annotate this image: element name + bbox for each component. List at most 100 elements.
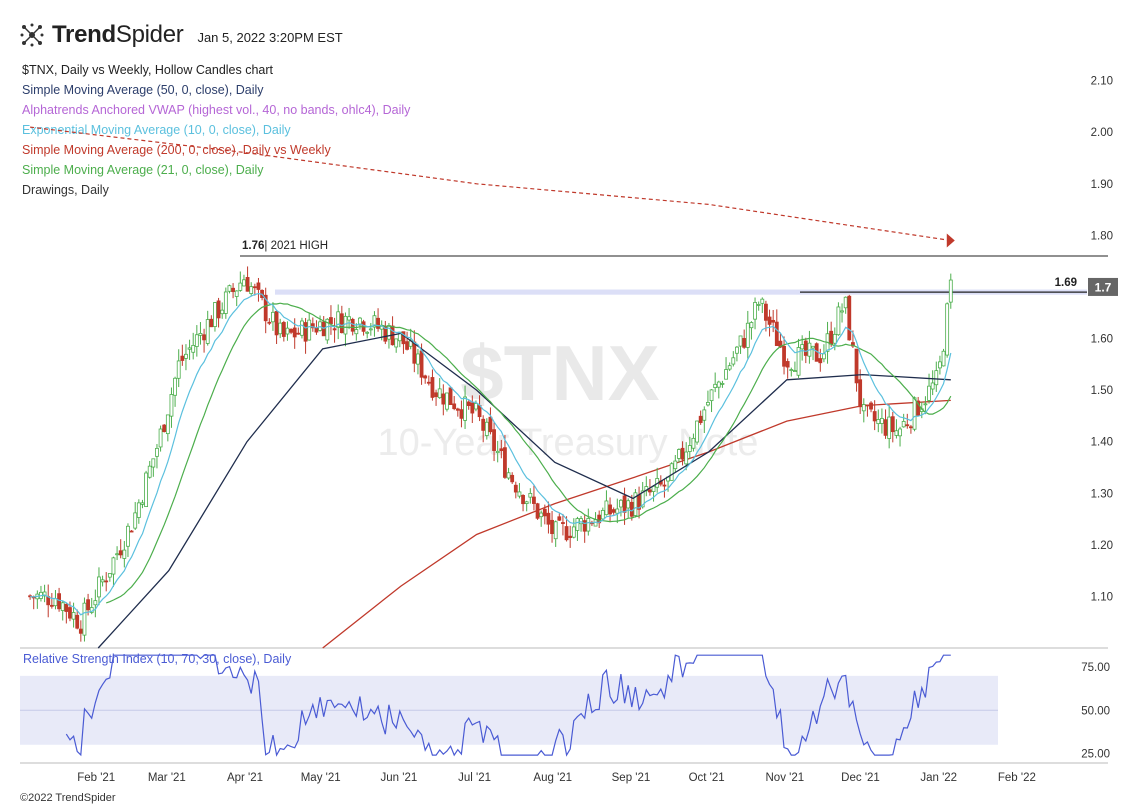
candle-body [854,348,859,384]
candle-body [916,400,921,416]
candle-body [176,360,181,379]
candle-body [394,338,399,348]
candle-body [836,306,841,336]
candle-body [419,350,424,378]
candle-body [245,277,250,292]
candle-body [923,403,928,406]
legend-item[interactable]: Drawings, Daily [22,183,109,197]
candle-body [716,381,721,388]
candle-body [619,499,623,508]
x-tick-label: Feb '22 [998,772,1036,784]
candle-body [782,345,786,367]
candle-body [49,604,54,607]
candle-body [354,329,359,335]
brand-name-bold: Trend [52,21,116,48]
candle-body [307,319,312,341]
candle-body [513,484,518,493]
candle-body [325,318,330,341]
brand-name-rest: Spider [115,21,184,48]
candle-body [300,320,304,336]
candle-body [829,330,834,345]
candle-body [445,392,449,410]
candle-body [724,369,728,380]
candle-body [140,502,145,505]
candle-body [822,353,826,360]
candle-body [332,328,337,331]
x-tick-label: Feb '21 [77,772,115,784]
candle-body [934,370,939,386]
candle-body [372,315,377,328]
candle-body [205,319,210,344]
legend-item[interactable]: Simple Moving Average (21, 0, close), Da… [22,163,264,177]
candle-body [851,342,855,347]
candle-body [271,311,275,323]
candle-body [880,418,884,424]
candle-body [107,573,112,578]
candle-body [78,628,83,634]
candle-body [945,303,950,356]
candle-body [745,322,750,348]
candle-body [151,458,156,468]
candle-body [155,447,159,457]
candle-body [735,346,739,354]
candle-body [133,512,138,529]
candle-body [97,576,101,598]
candle-body [861,404,866,412]
y-tick-label: 1.60 [1091,334,1113,346]
candle-body [93,600,98,606]
candle-body [883,419,888,436]
candle-body [281,322,286,337]
y-tick-label: 1.50 [1091,385,1113,397]
price-badge [1088,277,1118,296]
candle-body [521,495,525,505]
candle-body [463,396,467,421]
candle-body [604,500,609,516]
candle-body [528,493,533,498]
candle-body [292,327,297,338]
candle-body [865,404,870,407]
candle-body [905,424,910,427]
candle-body [539,512,544,518]
sma21-line [106,302,952,604]
candle-body [709,389,714,402]
legend-item[interactable]: $TNX, Daily vs Weekly, Hollow Candles ch… [22,63,274,77]
candle-body [71,612,76,620]
candle-body [202,334,206,341]
candle-body [68,607,72,619]
candle-body [158,428,163,448]
y-tick-label: 1.20 [1091,540,1113,552]
candle-body [470,402,475,414]
candle-body [64,603,69,612]
candle-body [742,338,747,348]
candle-body [695,420,699,443]
rsi-tick-label: 50.00 [1081,705,1110,717]
candle-body [365,331,370,334]
candle-body [495,450,500,454]
candle-body [242,279,246,287]
candle-body [796,347,801,376]
candles-group [28,266,953,642]
candle-body [872,411,877,422]
candle-body [720,382,725,385]
candle-body [633,492,638,516]
legend-item[interactable]: Alphatrends Anchored VWAP (highest vol.,… [22,103,411,117]
candle-body [858,379,863,408]
candle-body [550,519,554,535]
x-tick-label: Mar '21 [148,772,186,784]
rsi-line [65,654,951,757]
y-tick-label: 1.90 [1091,179,1113,191]
legend-item[interactable]: Simple Moving Average (50, 0, close), Da… [22,83,264,97]
candle-body [912,397,917,430]
candle-body [738,335,743,347]
candle-body [376,317,380,329]
x-tick-label: Nov '21 [766,772,805,784]
candle-body [622,495,627,513]
candle-body [691,437,696,449]
candle-body [764,303,768,321]
sma200-line [322,399,951,649]
chart-legend: $TNX, Daily vs Weekly, Hollow Candles ch… [22,60,410,200]
candle-body [546,512,551,525]
candle-body [774,321,779,346]
candle-body [510,474,515,483]
